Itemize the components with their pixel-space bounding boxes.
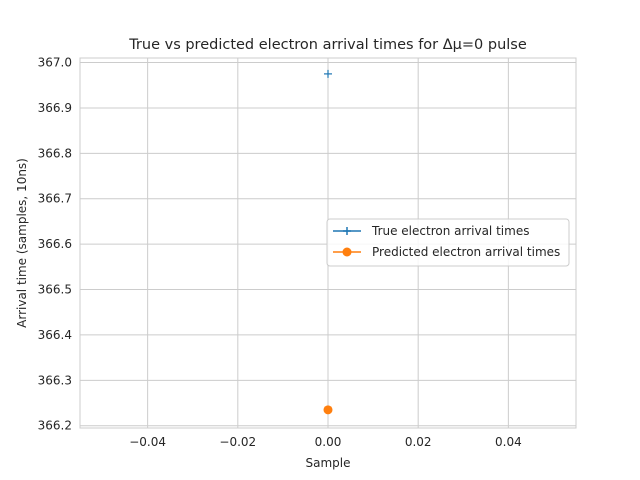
- x-tick-label: −0.02: [219, 435, 256, 449]
- x-tick-label: −0.04: [129, 435, 166, 449]
- legend: True electron arrival times Predicted el…: [326, 218, 570, 267]
- x-tick-label: 0.04: [495, 435, 522, 449]
- y-axis-label: Arrival time (samples, 10ns): [15, 158, 29, 328]
- data-points: [323, 69, 333, 415]
- y-tick-label: 367.0: [38, 56, 72, 70]
- y-tick-label: 366.8: [38, 146, 72, 160]
- y-tick-labels: 366.2 366.3 366.4 366.5 366.6 366.7 366.8 366.9…: [38, 56, 72, 433]
- y-tick-label: 366.5: [38, 283, 72, 297]
- x-tick-label: 0.02: [405, 435, 432, 449]
- x-tick-label: 0.00: [315, 435, 342, 449]
- legend-label-predicted: Predicted electron arrival times: [372, 245, 560, 259]
- predicted-arrival-point: [323, 405, 333, 415]
- x-tick-labels: −0.04 −0.02 0.00 0.02 0.04: [129, 435, 521, 449]
- plot-frame: [79, 57, 577, 429]
- chart-title: True vs predicted electron arrival times…: [128, 37, 527, 53]
- legend-item-predicted: Predicted electron arrival times: [333, 245, 560, 259]
- legend-label-true: True electron arrival times: [371, 224, 529, 238]
- y-tick-label: 366.4: [38, 328, 72, 342]
- legend-circle-marker: [342, 247, 352, 257]
- y-tick-label: 366.3: [38, 373, 72, 387]
- true-arrival-point: [324, 69, 332, 78]
- legend-item-true: True electron arrival times: [333, 224, 529, 238]
- legend-box: [326, 218, 570, 267]
- x-axis-label: Sample: [306, 456, 351, 470]
- y-tick-label: 366.2: [38, 419, 72, 433]
- y-tick-label: 366.6: [38, 237, 72, 251]
- y-tick-label: 366.7: [38, 192, 72, 206]
- y-tick-label: 366.9: [38, 101, 72, 115]
